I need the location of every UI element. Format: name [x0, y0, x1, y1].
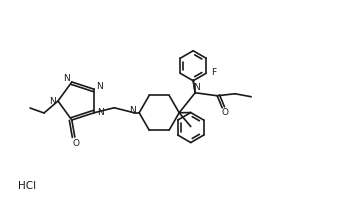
- Text: N: N: [96, 82, 103, 91]
- Text: O: O: [72, 138, 79, 148]
- Text: F: F: [211, 68, 217, 77]
- Text: N: N: [64, 75, 70, 83]
- Text: O: O: [222, 108, 229, 117]
- Text: N: N: [97, 108, 104, 117]
- Text: N: N: [129, 106, 136, 115]
- Text: N: N: [193, 83, 200, 92]
- Text: N: N: [49, 97, 55, 105]
- Text: HCl: HCl: [18, 181, 36, 191]
